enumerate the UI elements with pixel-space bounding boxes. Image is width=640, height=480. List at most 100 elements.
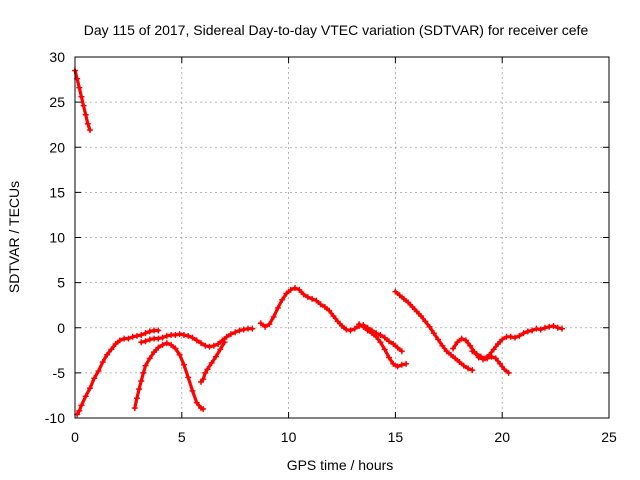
data-point bbox=[494, 340, 501, 347]
data-point bbox=[392, 288, 399, 295]
data-point bbox=[287, 286, 294, 293]
data-point bbox=[507, 333, 514, 340]
data-point bbox=[326, 307, 333, 314]
series-line bbox=[199, 340, 227, 384]
data-point bbox=[200, 405, 207, 412]
y-axis-label: SDTVAR / TECUs bbox=[6, 181, 22, 293]
data-point bbox=[559, 325, 566, 332]
data-point bbox=[236, 327, 243, 334]
data-point bbox=[76, 407, 83, 414]
data-point bbox=[249, 325, 256, 332]
data-point bbox=[533, 325, 540, 332]
data-point bbox=[450, 345, 457, 352]
data-point bbox=[266, 321, 273, 328]
data-point bbox=[240, 326, 247, 333]
data-point bbox=[430, 330, 437, 337]
data-point bbox=[385, 338, 392, 345]
data-point bbox=[163, 340, 170, 347]
data-point bbox=[215, 340, 222, 347]
data-point bbox=[529, 327, 536, 334]
data-point bbox=[409, 303, 416, 310]
data-point bbox=[176, 331, 183, 338]
data-point bbox=[142, 338, 149, 345]
data-point bbox=[462, 337, 469, 344]
data-point bbox=[413, 308, 420, 315]
data-point bbox=[403, 360, 410, 367]
data-point bbox=[537, 326, 544, 333]
data-point bbox=[99, 359, 106, 366]
chart-title: Day 115 of 2017, Sidereal Day-to-day VTE… bbox=[84, 22, 589, 38]
data-point bbox=[313, 297, 320, 304]
data-point bbox=[477, 353, 484, 360]
data-point bbox=[80, 102, 87, 109]
data-point bbox=[469, 367, 476, 374]
data-point bbox=[108, 346, 115, 353]
data-point bbox=[221, 339, 228, 346]
data-point bbox=[185, 332, 192, 339]
data-point bbox=[516, 332, 523, 339]
y-tick-label: -10 bbox=[45, 410, 65, 426]
data-point bbox=[189, 334, 196, 341]
data-point bbox=[422, 318, 429, 325]
data-point bbox=[394, 363, 401, 370]
data-point bbox=[501, 366, 508, 373]
y-tick-label: -5 bbox=[53, 365, 66, 381]
data-point bbox=[257, 320, 264, 327]
y-tick-label: 20 bbox=[49, 139, 65, 155]
data-point bbox=[490, 346, 497, 353]
x-tick-label: 25 bbox=[601, 429, 617, 445]
data-point bbox=[439, 342, 446, 349]
data-point bbox=[381, 334, 388, 341]
data-point bbox=[321, 303, 328, 310]
data-point bbox=[394, 344, 401, 351]
data-point bbox=[189, 387, 196, 394]
data-point bbox=[304, 294, 311, 301]
data-point bbox=[452, 355, 459, 362]
series-arc-8 bbox=[392, 288, 476, 374]
data-point bbox=[163, 332, 170, 339]
data-point bbox=[125, 335, 132, 342]
data-point bbox=[309, 295, 316, 302]
data-point bbox=[138, 339, 145, 346]
data-point bbox=[193, 337, 200, 344]
data-point bbox=[210, 342, 217, 349]
y-tick-label: 5 bbox=[57, 275, 65, 291]
data-point bbox=[84, 120, 91, 127]
data-point bbox=[133, 332, 140, 339]
data-point bbox=[146, 336, 153, 343]
data-point bbox=[499, 336, 506, 343]
y-tick-label: 0 bbox=[57, 320, 65, 336]
data-point bbox=[270, 313, 277, 320]
series-line bbox=[133, 341, 205, 411]
data-point bbox=[172, 331, 179, 338]
data-point bbox=[116, 337, 123, 344]
data-point bbox=[505, 369, 512, 376]
data-point bbox=[443, 348, 450, 355]
plot-series bbox=[72, 67, 566, 418]
data-point bbox=[520, 330, 527, 337]
y-tick-label: 15 bbox=[49, 184, 65, 200]
data-point bbox=[381, 346, 388, 353]
data-point bbox=[193, 399, 200, 406]
data-point bbox=[202, 369, 209, 376]
data-point bbox=[398, 361, 405, 368]
data-point bbox=[142, 330, 149, 337]
data-point bbox=[473, 350, 480, 357]
data-point bbox=[176, 351, 183, 358]
data-point bbox=[334, 318, 341, 325]
data-point bbox=[129, 333, 136, 340]
data-point bbox=[368, 330, 375, 337]
data-point bbox=[279, 296, 286, 303]
data-point bbox=[208, 359, 215, 366]
data-point bbox=[206, 343, 213, 350]
data-point bbox=[296, 286, 303, 293]
data-point bbox=[541, 324, 548, 331]
data-point bbox=[283, 290, 290, 297]
data-point bbox=[512, 334, 519, 341]
data-point bbox=[456, 359, 463, 366]
data-point bbox=[155, 335, 162, 342]
data-point bbox=[140, 369, 147, 376]
grid-lines bbox=[75, 57, 609, 418]
series-arc-3 bbox=[131, 340, 207, 412]
